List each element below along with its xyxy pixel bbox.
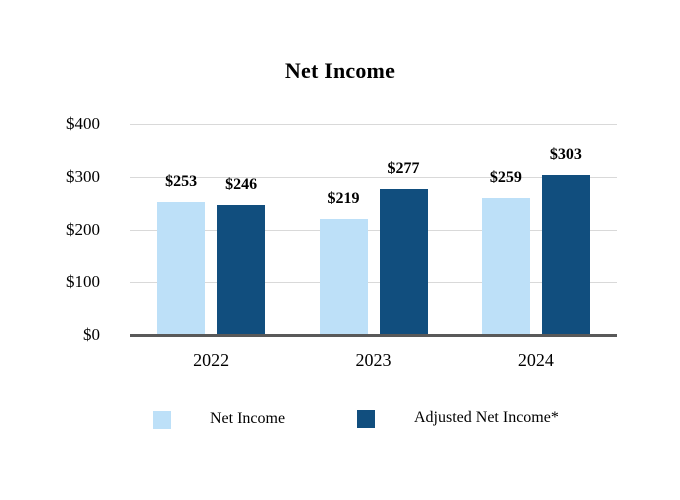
bar-value-label: $259 xyxy=(489,169,522,187)
bar-value-label: $303 xyxy=(549,146,582,164)
bar-adjusted-net-income-2024 xyxy=(541,175,590,335)
chart-title: Net Income xyxy=(284,58,396,83)
x-axis-line xyxy=(130,334,617,337)
bar-net-income-2022 xyxy=(157,201,206,335)
y-tick-label: $300 xyxy=(66,166,100,186)
legend-label-net-income: Net Income xyxy=(210,410,286,427)
y-tick-label: $400 xyxy=(66,114,100,133)
x-tick-label: 2023 xyxy=(355,350,392,370)
legend-swatch-adjusted-net-income xyxy=(357,410,375,428)
legend-swatch-net-income xyxy=(153,411,171,429)
bar-adjusted-net-income-2023 xyxy=(379,188,428,335)
gridline xyxy=(130,282,617,284)
bar-value-label: $253 xyxy=(165,172,198,190)
y-tick-label: $100 xyxy=(66,272,100,292)
y-tick-label: $0 xyxy=(83,325,100,344)
legend-label-adjusted-net-income: Adjusted Net Income* xyxy=(414,409,559,426)
x-tick-label: 2024 xyxy=(517,350,554,370)
bar-value-label: $277 xyxy=(387,159,420,177)
bar-net-income-2023 xyxy=(319,219,368,335)
gridline xyxy=(130,229,617,231)
bar-value-label: $219 xyxy=(327,190,360,208)
x-tick-label: 2022 xyxy=(193,350,230,370)
y-tick-label: $200 xyxy=(66,219,100,239)
gridline xyxy=(130,124,617,125)
bar-net-income-2024 xyxy=(481,198,530,335)
bar-value-label: $246 xyxy=(225,176,258,194)
bar-adjusted-net-income-2022 xyxy=(217,205,266,335)
gridline xyxy=(130,176,617,178)
